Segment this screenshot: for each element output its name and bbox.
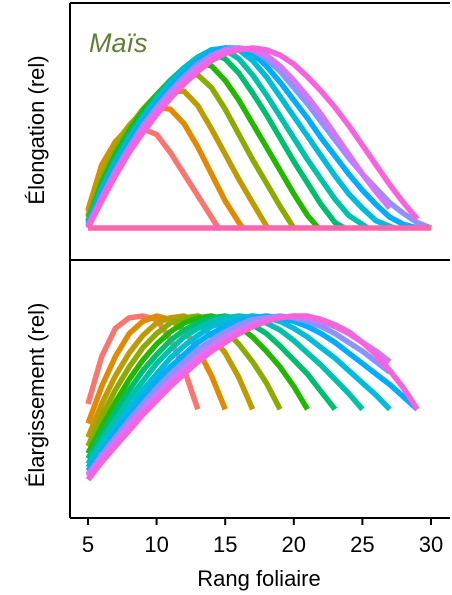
x-tick-label-20: 20 [282, 532, 306, 557]
enlargement-curve-8 [85, 313, 392, 469]
enlargement-y-axis-label: Élargissement (rel) [24, 303, 49, 488]
x-tick-label-15: 15 [213, 532, 237, 557]
enlargement-curve-7 [85, 313, 365, 466]
enlargement-curve-5 [85, 313, 310, 455]
elongation-y-axis-label: Élongation (rel) [24, 55, 49, 204]
elongation-curves [85, 45, 433, 231]
enlargement-curves [85, 313, 420, 482]
x-tick-label-25: 25 [350, 532, 374, 557]
x-tick-label-10: 10 [144, 532, 168, 557]
elongation-curve-12 [85, 45, 420, 230]
elongation-panel: Élongation (rel) Maïs [24, 28, 433, 231]
maize-annotation: Maïs [89, 28, 148, 58]
x-tick-label-30: 30 [419, 532, 443, 557]
enlargement-curve-12 [85, 313, 420, 482]
x-axis-ticks: 5 10 15 20 25 30 [82, 518, 443, 557]
enlargement-curve-10 [85, 313, 392, 476]
x-tick-label-5: 5 [82, 532, 94, 557]
enlargement-curve-3 [85, 313, 256, 439]
x-axis-label: Rang foliaire [197, 566, 321, 591]
enlargement-panel: Élargissement (rel) 5 10 15 20 25 30 Rang fol… [24, 303, 443, 591]
enlargement-curve-6 [85, 313, 338, 460]
enlargement-curve-4 [85, 313, 283, 448]
